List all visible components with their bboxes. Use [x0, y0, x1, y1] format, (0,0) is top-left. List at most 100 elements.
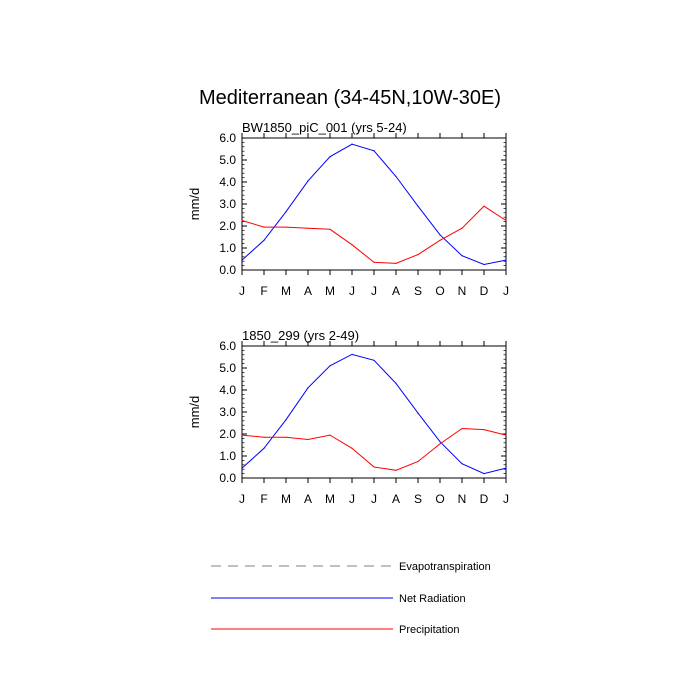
legend-label: Net Radiation: [399, 593, 466, 605]
y-axis-label: mm/d: [187, 396, 202, 429]
x-tick-label: O: [435, 492, 444, 506]
x-tick-label: N: [458, 284, 467, 298]
data-point: [241, 467, 243, 469]
data-point: [439, 441, 441, 443]
x-tick-label: A: [392, 284, 400, 298]
data-point: [307, 438, 309, 441]
y-tick-label: 5.0: [219, 153, 236, 167]
x-tick-label: J: [239, 284, 245, 298]
data-point: [505, 259, 507, 261]
data-point: [395, 469, 397, 471]
y-tick-label: 6.0: [219, 131, 236, 145]
x-tick-label: J: [503, 284, 509, 298]
panel-title: BW1850_piC_001 (yrs 5-24): [242, 120, 407, 135]
y-tick-label: 3.0: [219, 197, 236, 211]
x-tick-label: A: [392, 492, 400, 506]
x-tick-label: M: [325, 492, 335, 506]
series-precipitation: [241, 427, 507, 471]
x-tick-label: J: [239, 492, 245, 506]
legend-label: Precipitation: [399, 624, 460, 636]
chart-panel-2: 1850_299 (yrs 2-49) 0.0 1.0 2.0 3.0 4.0 5.0 6.0…: [187, 328, 509, 506]
y-axis-label: mm/d: [187, 188, 202, 221]
chart-panel-1: BW1850_piC_001 (yrs 5-24) 0.0 1.0 2.0 3.0 4.0…: [187, 120, 509, 298]
series-precipitation: [241, 205, 507, 264]
data-point: [329, 434, 331, 436]
x-tick-label: J: [349, 284, 355, 298]
y-tick-label: 2.0: [219, 219, 236, 233]
figure-title: Mediterranean (34-45N,10W-30E): [199, 87, 501, 109]
data-point: [417, 412, 419, 414]
y-tick-label: 5.0: [219, 361, 236, 375]
y-tick-label: 1.0: [219, 449, 236, 463]
plot-frame: [241, 137, 507, 271]
data-point: [505, 467, 507, 469]
data-point: [241, 434, 243, 436]
data-point: [285, 436, 287, 438]
data-point: [417, 205, 419, 207]
legend: Evapotranspiration Net Radiation Precipita…: [211, 561, 491, 636]
data-point: [329, 365, 331, 367]
chart-panels: BW1850_piC_001 (yrs 5-24) 0.0 1.0 2.0 3.0 4.0…: [187, 120, 509, 506]
y-tick-label: 4.0: [219, 383, 236, 397]
data-point: [241, 259, 243, 261]
y-tick-label: 4.0: [219, 175, 236, 189]
data-point: [307, 180, 309, 182]
x-tick-label: A: [304, 284, 312, 298]
data-point: [263, 226, 265, 228]
y-tick-label: 0.0: [219, 471, 236, 485]
data-point: [483, 473, 485, 475]
data-point: [307, 387, 309, 389]
legend-item: Net Radiation: [211, 593, 466, 605]
x-tick-label: J: [371, 492, 377, 506]
data-point: [351, 143, 353, 145]
data-point: [373, 261, 375, 263]
plot-frame: [241, 345, 507, 479]
data-point: [373, 359, 375, 361]
data-point: [505, 219, 507, 222]
x-tick-label: S: [414, 492, 422, 506]
x-tick-label: M: [281, 492, 291, 506]
y-tick-label: 3.0: [219, 405, 236, 419]
data-point: [483, 429, 485, 431]
data-point: [461, 463, 463, 465]
data-point: [373, 466, 375, 468]
x-tick-label: M: [281, 284, 291, 298]
y-tick-label: 6.0: [219, 339, 236, 353]
data-point: [241, 219, 243, 222]
data-point: [329, 156, 331, 158]
data-point: [461, 227, 463, 229]
data-point: [505, 434, 507, 436]
data-point: [351, 447, 353, 449]
data-point: [439, 234, 441, 236]
data-point: [351, 353, 353, 355]
data-point: [395, 262, 397, 264]
x-tick-label: M: [325, 284, 335, 298]
x-tick-label: N: [458, 492, 467, 506]
y-tick-label: 2.0: [219, 427, 236, 441]
data-point: [263, 447, 265, 449]
x-tick-label: F: [260, 284, 267, 298]
x-tick-label: A: [304, 492, 312, 506]
series-line: [241, 205, 507, 264]
data-point: [263, 436, 265, 438]
data-point: [395, 175, 397, 178]
data-point: [483, 205, 485, 207]
series-line: [241, 143, 507, 266]
data-point: [483, 263, 485, 266]
legend-item: Evapotranspiration: [211, 561, 491, 573]
data-point: [439, 239, 441, 241]
x-tick-label: F: [260, 492, 267, 506]
data-point: [461, 255, 463, 257]
series-net-radiation: [241, 143, 507, 266]
data-point: [417, 254, 419, 256]
data-point: [307, 227, 309, 229]
data-point: [329, 228, 331, 230]
data-point: [395, 382, 397, 384]
data-point: [263, 239, 265, 241]
y-tick-label: 1.0: [219, 241, 236, 255]
data-point: [285, 226, 287, 228]
data-point: [439, 443, 441, 445]
series-net-radiation: [241, 353, 507, 475]
x-tick-label: J: [503, 492, 509, 506]
